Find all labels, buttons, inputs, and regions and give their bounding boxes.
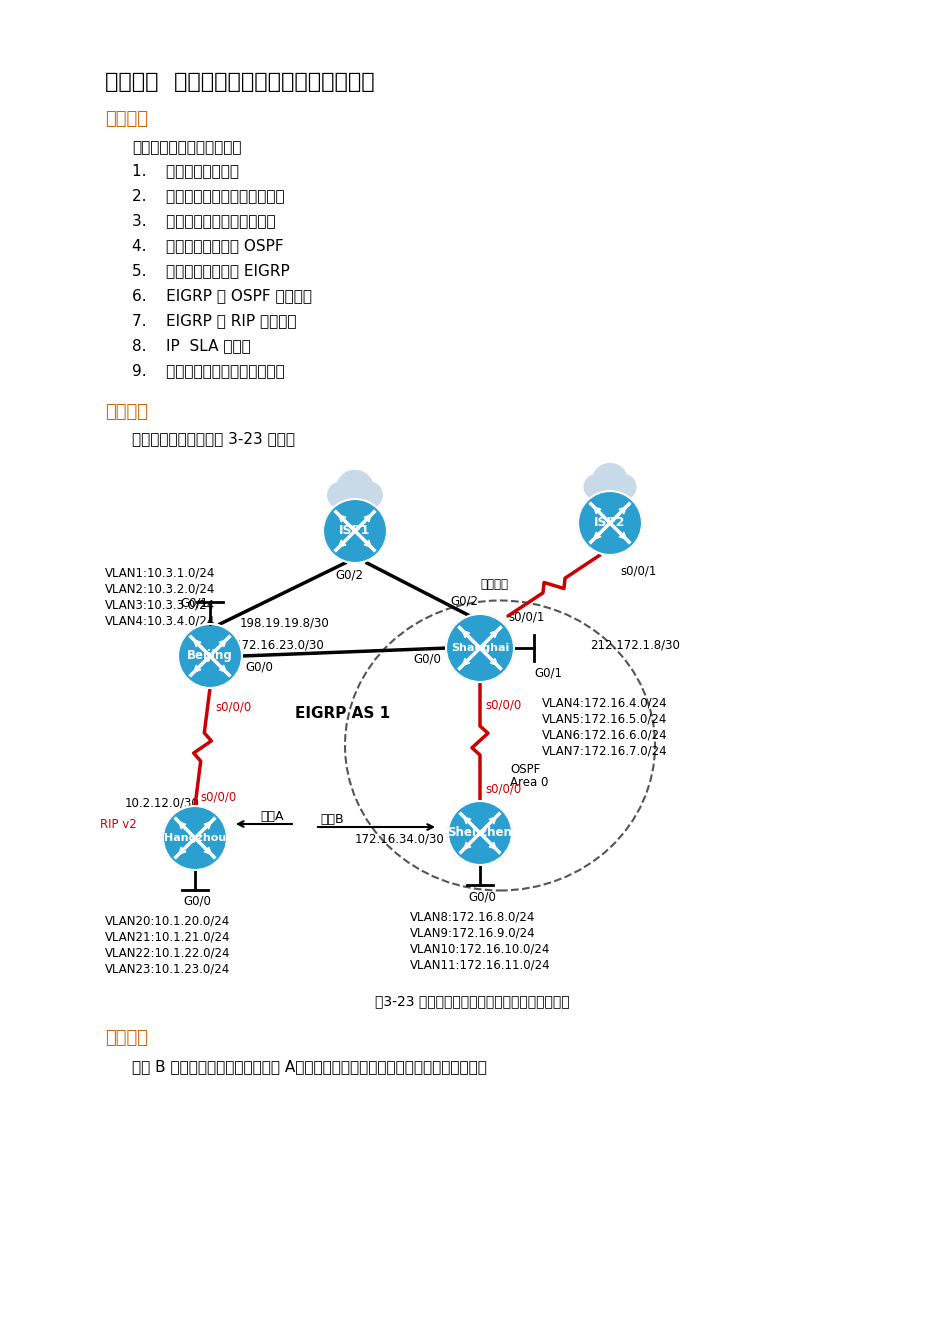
Text: 公司B: 公司B	[320, 813, 344, 826]
Text: VLAN4:172.16.4.0/24: VLAN4:172.16.4.0/24	[542, 697, 666, 709]
Text: VLAN7:172.16.7.0/24: VLAN7:172.16.7.0/24	[542, 743, 666, 757]
Circle shape	[332, 485, 362, 516]
Text: VLAN20:10.1.20.0/24: VLAN20:10.1.20.0/24	[105, 915, 230, 928]
Text: VLAN5:172.16.5.0/24: VLAN5:172.16.5.0/24	[542, 713, 666, 725]
Text: VLAN23:10.1.23.0/24: VLAN23:10.1.23.0/24	[105, 963, 230, 976]
Text: EIGRP AS 1: EIGRP AS 1	[295, 706, 390, 721]
Text: 项目实训网络拓扑如图 3-23 所示。: 项目实训网络拓扑如图 3-23 所示。	[132, 431, 295, 447]
Circle shape	[583, 475, 608, 499]
Text: VLAN6:172.16.6.0/24: VLAN6:172.16.6.0/24	[542, 729, 666, 741]
Text: s0/0/0: s0/0/0	[484, 698, 521, 711]
Text: 6.    EIGRP 和 OSPF 的重分布: 6. EIGRP 和 OSPF 的重分布	[132, 287, 312, 303]
Text: s0/0/1: s0/0/1	[508, 610, 544, 623]
Text: G0/0: G0/0	[467, 890, 496, 902]
Text: G0/2: G0/2	[449, 594, 478, 607]
Text: ISP1: ISP1	[339, 524, 370, 537]
Circle shape	[611, 475, 635, 499]
Text: 9.    查看和调试路由重分布的信息: 9. 查看和调试路由重分布的信息	[132, 364, 284, 378]
Circle shape	[357, 483, 382, 508]
Circle shape	[162, 806, 227, 870]
Text: Area 0: Area 0	[510, 775, 548, 789]
Text: G0/0: G0/0	[183, 894, 211, 908]
Text: VLAN22:10.1.22.0/24: VLAN22:10.1.22.0/24	[105, 947, 230, 960]
Text: 图3-23 通过路由重分布实现多协议企业网络互联: 图3-23 通过路由重分布实现多协议企业网络互联	[374, 993, 568, 1008]
Text: 5.    静态路由重分布进 EIGRP: 5. 静态路由重分布进 EIGRP	[132, 263, 290, 278]
Text: G0/1: G0/1	[533, 666, 562, 679]
Text: VLAN8:172.16.8.0/24: VLAN8:172.16.8.0/24	[410, 910, 535, 923]
Circle shape	[588, 479, 617, 507]
Text: G0/0: G0/0	[413, 652, 441, 664]
Text: 172.16.34.0/30: 172.16.34.0/30	[355, 833, 445, 846]
Circle shape	[592, 464, 627, 499]
Circle shape	[601, 479, 631, 507]
Circle shape	[446, 614, 514, 682]
Text: 2.    不同路由协议默认种子度量值: 2. 不同路由协议默认种子度量值	[132, 189, 284, 203]
Circle shape	[177, 624, 242, 689]
Circle shape	[447, 801, 512, 865]
Text: 静态路由: 静态路由	[480, 578, 508, 591]
Text: RIP v2: RIP v2	[100, 818, 137, 832]
Bar	[332, 489, 377, 497]
Circle shape	[598, 484, 620, 507]
Text: 7.    EIGRP 和 RIP 的重分布: 7. EIGRP 和 RIP 的重分布	[132, 313, 296, 328]
Text: 172.16.23.0/30: 172.16.23.0/30	[235, 638, 325, 651]
Text: 1.    种子度量值的含义: 1. 种子度量值的含义	[132, 163, 239, 178]
Text: Hangzhou: Hangzhou	[163, 833, 226, 844]
Text: 10.2.12.0/30: 10.2.12.0/30	[125, 796, 199, 809]
Circle shape	[343, 492, 366, 516]
Text: VLAN11:172.16.11.0/24: VLAN11:172.16.11.0/24	[410, 959, 550, 971]
Text: s0/0/0: s0/0/0	[484, 783, 521, 796]
Text: s0/0/1: s0/0/1	[619, 566, 656, 578]
Text: 实训拓扑: 实训拓扑	[105, 402, 148, 421]
Text: 项目实训  通过路由重分布实现企业网络互联: 项目实训 通过路由重分布实现企业网络互联	[105, 72, 374, 92]
Text: VLAN1:10.3.1.0/24: VLAN1:10.3.1.0/24	[105, 566, 215, 579]
Text: Shenzhen: Shenzhen	[447, 826, 512, 840]
Text: 3.    路由重分布各个参数的含义: 3. 路由重分布各个参数的含义	[132, 213, 276, 229]
Circle shape	[578, 491, 641, 555]
Circle shape	[323, 499, 387, 563]
Text: 198.19.19.8/30: 198.19.19.8/30	[240, 616, 329, 628]
Text: 4.    静态路由重分布进 OSPF: 4. 静态路由重分布进 OSPF	[132, 238, 283, 253]
Text: G0/2: G0/2	[334, 568, 362, 582]
Text: VLAN2:10.3.2.0/24: VLAN2:10.3.2.0/24	[105, 582, 215, 595]
Text: Shanghai: Shanghai	[450, 643, 509, 652]
Text: 实训目的: 实训目的	[105, 110, 148, 128]
Text: 通过本项目实训可以掌握：: 通过本项目实训可以掌握：	[132, 140, 242, 155]
Circle shape	[328, 483, 353, 508]
Text: VLAN21:10.1.21.0/24: VLAN21:10.1.21.0/24	[105, 931, 230, 944]
Text: s0/0/0: s0/0/0	[215, 701, 251, 714]
Text: 公司A: 公司A	[260, 810, 283, 824]
Circle shape	[336, 471, 373, 508]
Text: 8.    IP  SLA 的配置: 8. IP SLA 的配置	[132, 338, 250, 353]
Text: Beijing: Beijing	[187, 650, 232, 663]
Text: VLAN4:10.3.4.0/24: VLAN4:10.3.4.0/24	[105, 614, 215, 627]
Text: VLAN10:172.16.10.0/24: VLAN10:172.16.10.0/24	[410, 943, 549, 955]
Circle shape	[346, 485, 377, 516]
Text: VLAN9:172.16.9.0/24: VLAN9:172.16.9.0/24	[410, 927, 535, 939]
Text: OSPF: OSPF	[510, 763, 540, 775]
Text: 实训要求: 实训要求	[105, 1029, 148, 1047]
Text: G0/0: G0/0	[244, 660, 273, 673]
Text: 公司 B 因业务发展需要兼并了公司 A，为了确保资源共享、办公自动化和节省人力成: 公司 B 因业务发展需要兼并了公司 A，为了确保资源共享、办公自动化和节省人力成	[132, 1059, 486, 1074]
Text: VLAN3:10.3.3.0/24: VLAN3:10.3.3.0/24	[105, 598, 215, 611]
Bar	[588, 481, 631, 489]
Text: 212.172.1.8/30: 212.172.1.8/30	[589, 638, 679, 651]
Text: G0/1: G0/1	[179, 596, 208, 608]
Text: s0/0/0: s0/0/0	[200, 790, 236, 804]
Text: ISP2: ISP2	[594, 516, 625, 529]
